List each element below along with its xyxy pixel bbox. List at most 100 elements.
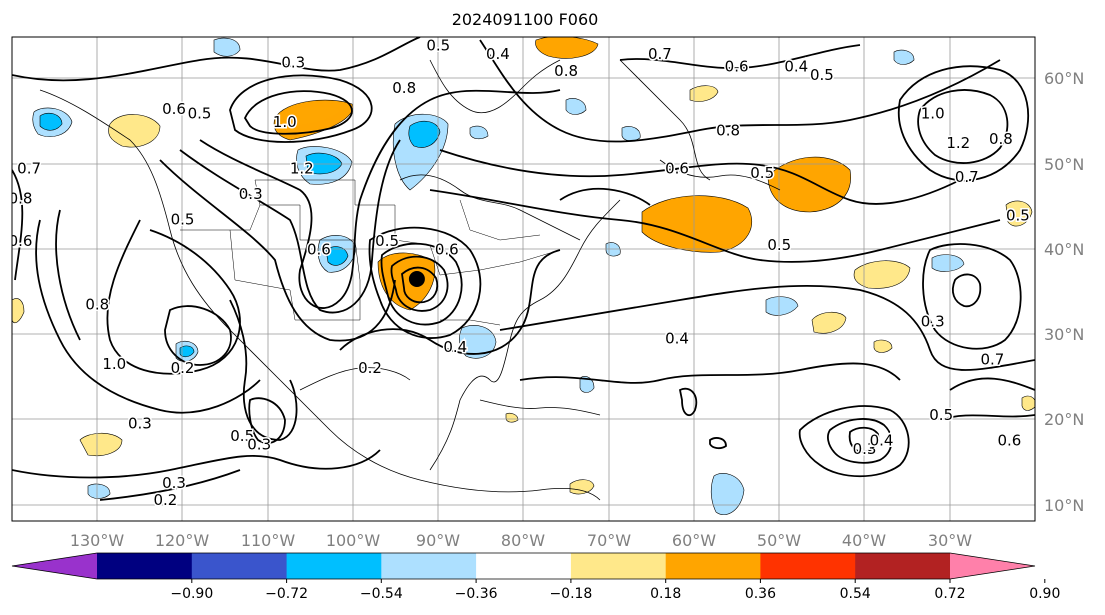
contour-label: 0.6	[997, 431, 1021, 449]
contour-label: 0.8	[554, 62, 578, 80]
shade-yellow	[853, 260, 911, 289]
colorbar-extend-min	[12, 553, 97, 579]
contour-label: 0.8	[85, 296, 109, 314]
contour-label: 0.6	[307, 240, 331, 258]
lon-label: 70°W	[587, 531, 631, 550]
storm-center-marker	[408, 271, 425, 287]
lat-label: 30°N	[1044, 325, 1084, 344]
contour-label: 0.8	[392, 79, 416, 97]
contour-label: 1.0	[273, 113, 297, 131]
shade-yellow	[811, 311, 847, 334]
contour-label: 0.5	[426, 37, 450, 55]
contour-label: 0.7	[955, 168, 979, 186]
contour-label: 0.2	[153, 491, 177, 509]
shade-lightblue	[710, 473, 745, 516]
contour-label: 0.5	[929, 406, 953, 424]
contour-label: 0.5	[810, 66, 834, 84]
contour-label: 0.5	[1006, 206, 1030, 224]
colorbar-segment	[855, 553, 951, 579]
shade-lightblue	[893, 49, 915, 65]
colorbar-tick-label: 0.54	[840, 586, 871, 602]
colorbar-segment	[570, 553, 667, 579]
shade-yellow	[108, 114, 161, 148]
contour-label: 1.0	[921, 104, 945, 122]
colorbar-tick-label: −0.54	[360, 586, 403, 602]
coastlines	[39, 59, 781, 501]
shade-yellow	[79, 432, 123, 457]
contour-label: 0.2	[171, 359, 195, 377]
shade-yellow	[1021, 395, 1035, 411]
contour-label: 0.8	[989, 130, 1013, 148]
contour-label: 0.2	[358, 359, 382, 377]
lon-label: 50°W	[757, 531, 801, 550]
lon-label: 90°W	[416, 531, 460, 550]
shade-yellow	[689, 85, 719, 102]
latitude-labels: 60°N 50°N 40°N 30°N 20°N 10°N	[1044, 69, 1084, 515]
contours	[12, 37, 1035, 501]
contour-label: 0.8	[716, 121, 740, 139]
colorbar-tick-label: −0.18	[549, 586, 592, 602]
shade-blue	[325, 246, 349, 266]
lat-label: 60°N	[1044, 69, 1084, 88]
colorbar-segment	[476, 553, 572, 579]
lon-label: 30°W	[928, 531, 972, 550]
shade-lightblue	[579, 376, 595, 393]
shade-yellow	[569, 479, 595, 495]
lon-label: 110°W	[241, 531, 296, 550]
lat-label: 50°N	[1044, 155, 1084, 174]
contour-label: 0.5	[230, 427, 254, 445]
lon-label: 130°W	[70, 531, 125, 550]
contour-label: 0.3	[921, 313, 945, 331]
contour-label: 0.3	[162, 474, 186, 492]
state-borders	[180, 179, 561, 326]
lon-label: 120°W	[155, 531, 210, 550]
shade-blue	[408, 120, 441, 148]
lat-label: 10°N	[1044, 496, 1084, 515]
colorbar-segment	[665, 553, 761, 579]
contour-label: 0.4	[665, 329, 689, 347]
contour-label: 0.6	[435, 240, 459, 258]
shade-blue	[39, 112, 63, 131]
contour-label: 0.3	[239, 185, 263, 203]
contour-label: 0.6	[162, 100, 186, 118]
lon-label: 60°W	[672, 531, 716, 550]
contour-labels: 0.30.6 0.50.81.01.20.30.50.6 0.50.70.80.60…	[9, 37, 1031, 510]
shade-yellow	[873, 339, 893, 353]
shade-orange	[641, 195, 753, 253]
contour-label: 1.0	[102, 355, 126, 373]
gridlines	[12, 37, 1035, 521]
colorbar-outline	[11, 552, 1036, 580]
map-title: 2024091100 F060	[451, 10, 599, 29]
shade-yellow	[505, 412, 519, 423]
lat-label: 40°N	[1044, 240, 1084, 259]
contour-label: 0.3	[853, 440, 877, 458]
contour-label: 0.5	[171, 211, 195, 229]
contour-label: 0.5	[750, 164, 774, 182]
shade-yellow	[1005, 200, 1033, 227]
contour-label: 0.3	[128, 414, 152, 432]
contour-label: 0.5	[188, 104, 212, 122]
contour-label: 0.6	[9, 232, 33, 250]
lat-label: 20°N	[1044, 410, 1084, 429]
shade-orange	[535, 37, 599, 59]
contour-label: 0.4	[784, 58, 808, 76]
colorbar-tick-label: −0.36	[455, 586, 498, 602]
contour-label: 0.3	[281, 54, 305, 72]
colorbar-segment	[97, 553, 193, 579]
colorbar: −0.90 −0.72 −0.54 −0.36 −0.18 0.18 0.36 0.54 0.7…	[11, 552, 1060, 602]
colorbar-tick-label: 0.18	[650, 586, 681, 602]
contour-label: 0.7	[980, 351, 1004, 369]
shade-lightblue	[931, 254, 965, 272]
colorbar-segment	[191, 553, 288, 579]
contour-label: 0.6	[665, 160, 689, 178]
colorbar-tick-label: −0.90	[170, 586, 213, 602]
lon-label: 100°W	[326, 531, 381, 550]
shade-orange	[767, 156, 851, 213]
shade-lightblue	[565, 98, 587, 115]
contour-label: 0.4	[870, 431, 894, 449]
shade-lightblue	[87, 483, 111, 499]
contour-label: 0.4	[486, 45, 510, 63]
map-frame	[11, 36, 1036, 522]
shade-lightblue	[621, 126, 641, 142]
shade-lightblue	[469, 125, 489, 140]
